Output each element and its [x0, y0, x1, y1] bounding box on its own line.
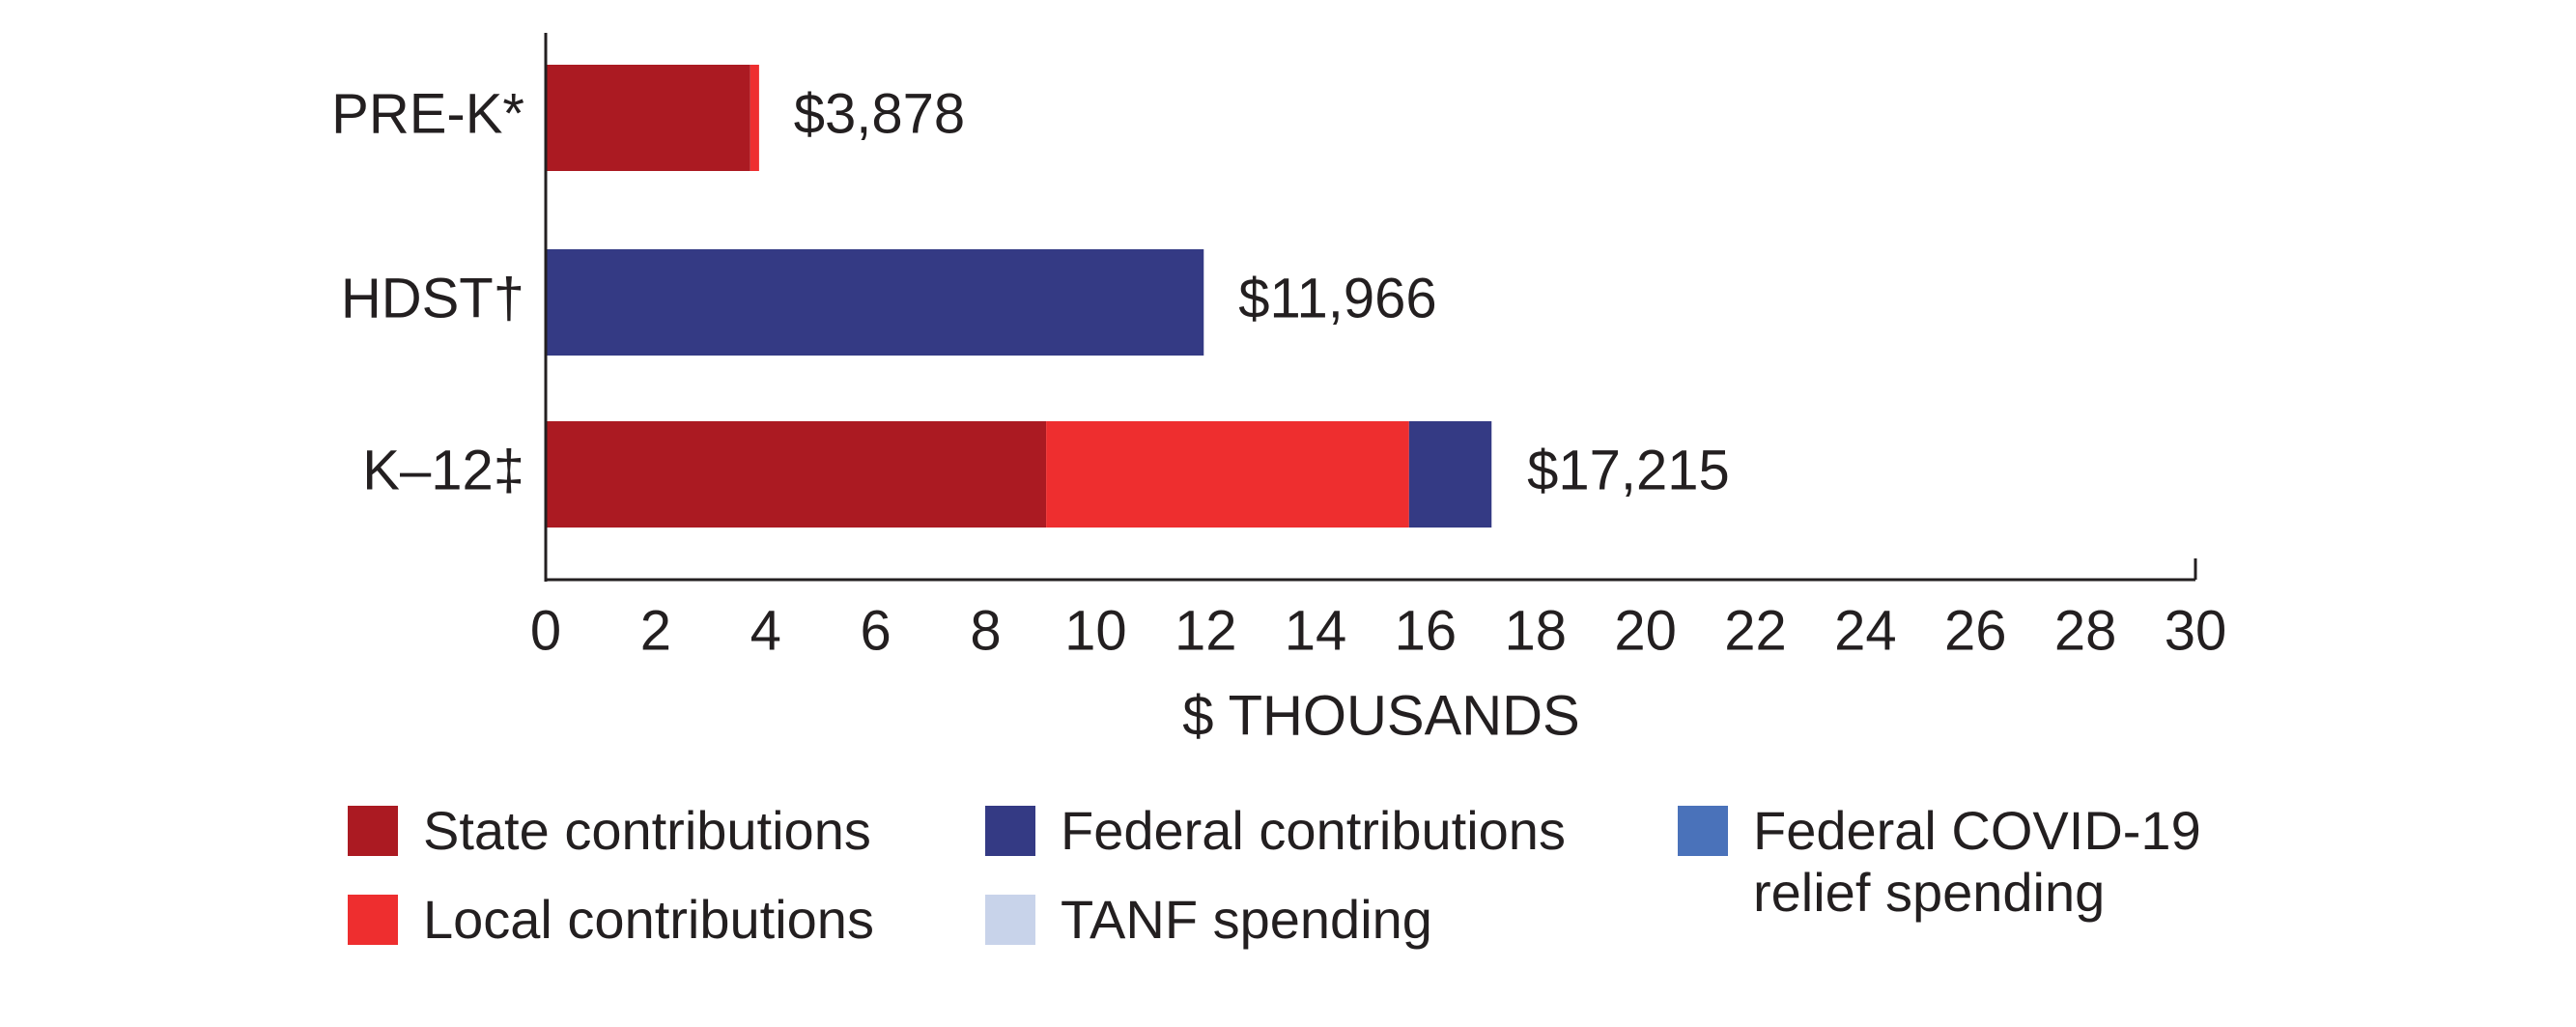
legend-label: Federal COVID-19 relief spending — [1753, 800, 2201, 923]
x-tick-label: 30 — [2165, 599, 2227, 662]
legend-item: TANF spending — [985, 889, 1432, 951]
total-label: $3,878 — [794, 82, 965, 145]
x-tick-label: 22 — [1724, 599, 1787, 662]
legend-item: State contributions — [348, 800, 871, 862]
legend-swatch — [985, 806, 1035, 856]
x-tick-label: 20 — [1614, 599, 1677, 662]
legend-swatch — [348, 895, 398, 945]
bar-segment — [1408, 421, 1492, 528]
legend-label: State contributions — [423, 800, 871, 861]
bar-segment — [546, 65, 750, 171]
bar-segment — [750, 65, 759, 171]
legend-label: TANF spending — [1061, 889, 1432, 950]
legend-label: Local contributions — [423, 889, 874, 950]
bar-segment — [546, 249, 1204, 356]
x-tick-label: 18 — [1505, 599, 1568, 662]
x-tick-label: 6 — [860, 599, 891, 662]
legend-item: Federal COVID-19 relief spending — [1678, 800, 2277, 924]
legend-label: Federal contributions — [1061, 800, 1566, 861]
legend-item: Federal contributions — [985, 800, 1566, 862]
legend-swatch — [985, 895, 1035, 945]
bar-segment — [546, 421, 1047, 528]
x-axis-title: $ THOUSANDS — [1182, 684, 1579, 747]
x-tick-label: 26 — [1944, 599, 2007, 662]
legend-swatch — [348, 806, 398, 856]
x-tick-label: 28 — [2054, 599, 2117, 662]
y-tick-label: K–12‡ — [362, 439, 524, 501]
x-tick-label: 24 — [1834, 599, 1897, 662]
x-tick-label: 16 — [1395, 599, 1458, 662]
x-tick-label: 0 — [530, 599, 561, 662]
x-tick-label: 10 — [1064, 599, 1127, 662]
x-tick-label: 4 — [750, 599, 781, 662]
legend-swatch — [1678, 806, 1728, 856]
y-tick-label: HDST† — [341, 267, 524, 329]
x-tick-label: 14 — [1285, 599, 1347, 662]
x-tick-label: 2 — [640, 599, 671, 662]
y-tick-label: PRE-K* — [331, 82, 524, 145]
x-tick-label: 12 — [1175, 599, 1237, 662]
legend-item: Local contributions — [348, 889, 874, 951]
total-label: $17,215 — [1527, 439, 1730, 501]
x-tick-label: 8 — [970, 599, 1001, 662]
bar-segment — [1046, 421, 1409, 528]
total-label: $11,966 — [1238, 267, 1436, 329]
